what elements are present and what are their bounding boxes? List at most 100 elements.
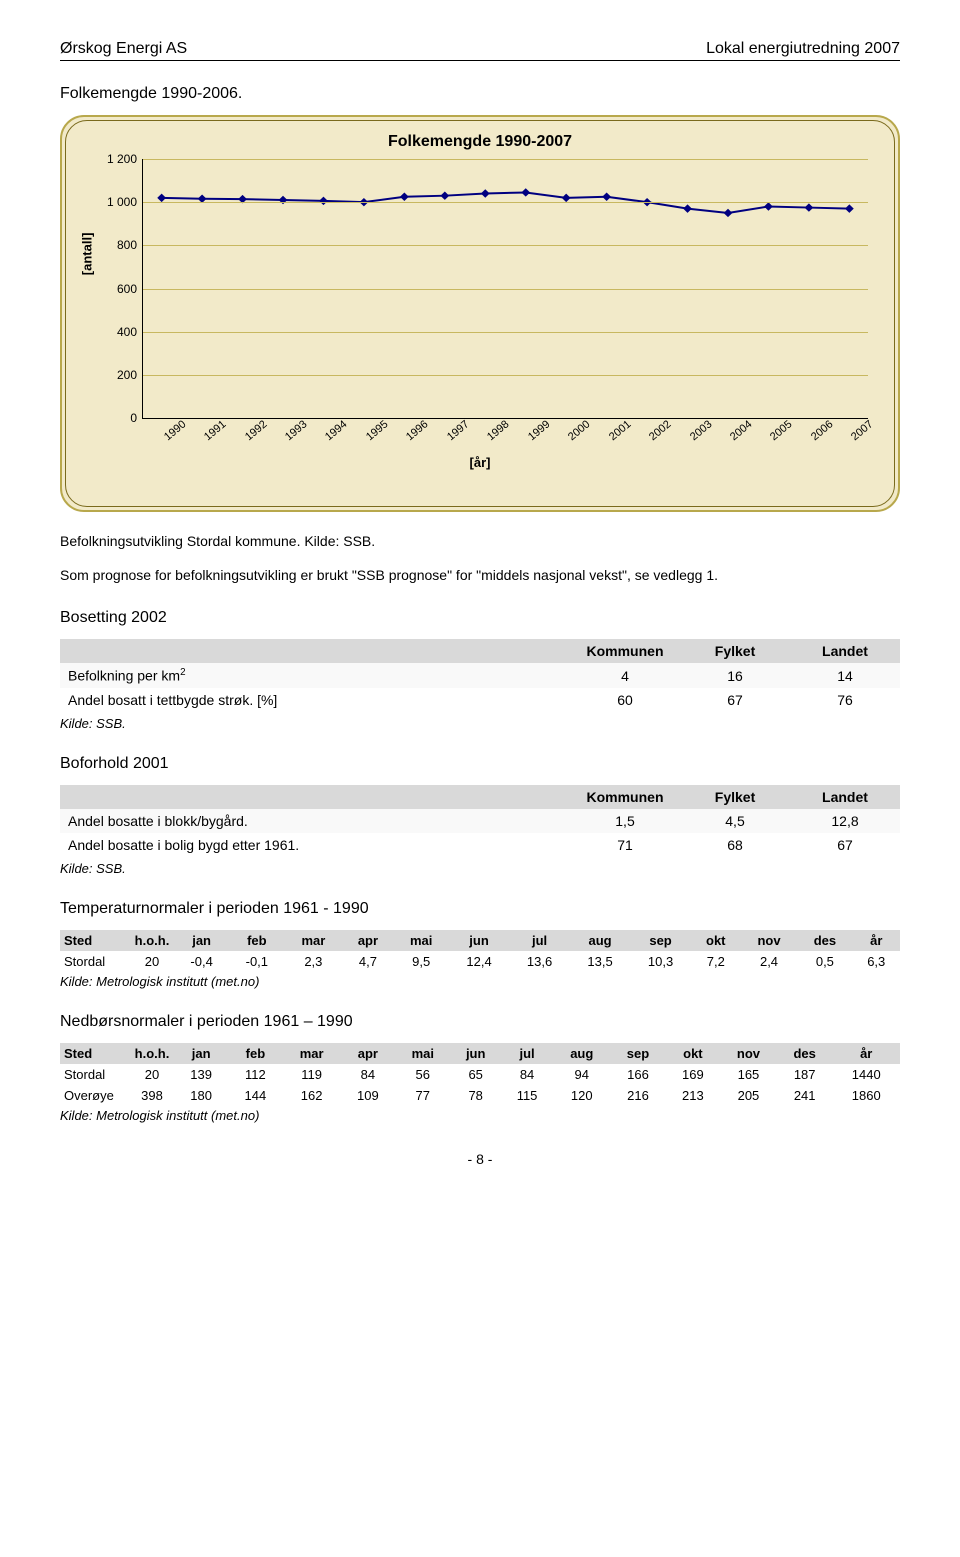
table-cell: 112	[228, 1064, 282, 1085]
table-header: Landet	[790, 785, 900, 809]
source-text: Kilde: Metrologisk institutt (met.no)	[60, 1108, 900, 1123]
table-cell: 12,8	[790, 809, 900, 833]
section-title-boforhold: Boforhold 2001	[60, 755, 900, 773]
table-cell: 67	[790, 833, 900, 857]
table-header: h.o.h.	[130, 930, 174, 951]
table-cell: 1440	[832, 1064, 900, 1085]
table-boforhold: Kommunen Fylket Landet Andel bosatte i b…	[60, 785, 900, 857]
table-header: aug	[553, 1043, 610, 1064]
table-cell: 169	[666, 1064, 720, 1085]
table-cell: 166	[610, 1064, 666, 1085]
page-number: - 8 -	[60, 1151, 900, 1167]
table-cell: 60	[570, 688, 680, 712]
table-cell: 20	[130, 951, 174, 972]
table-header: Kommunen	[570, 785, 680, 809]
table-cell: Overøye	[60, 1085, 130, 1106]
table-header: jul	[509, 930, 570, 951]
section-title-folkemengde: Folkemengde 1990-2006.	[60, 85, 900, 103]
table-cell: 144	[228, 1085, 282, 1106]
x-tick-label: 2007	[849, 418, 875, 443]
table-cell: 6,3	[853, 951, 901, 972]
table-header: aug	[570, 930, 631, 951]
page-header: Ørskog Energi AS Lokal energiutredning 2…	[60, 40, 900, 61]
table-cell: 180	[174, 1085, 228, 1106]
table-header: jun	[449, 930, 510, 951]
table-header: Landet	[790, 639, 900, 663]
section-title-nedbor: Nedbørsnormaler i perioden 1961 – 1990	[60, 1013, 900, 1031]
table-cell: 12,4	[449, 951, 510, 972]
x-tick-label: 1994	[323, 418, 349, 443]
y-tick-label: 1 200	[97, 152, 137, 166]
table-cell: 14	[790, 663, 900, 688]
table-cell: 77	[395, 1085, 451, 1106]
chart-title: Folkemengde 1990-2007	[82, 133, 878, 151]
table-header: des	[797, 930, 852, 951]
table-cell: 10,3	[630, 951, 691, 972]
table-header: år	[853, 930, 901, 951]
table-header: Sted	[60, 1043, 130, 1064]
table-cell: 187	[777, 1064, 833, 1085]
table-cell: 76	[790, 688, 900, 712]
table-header: jun	[451, 1043, 501, 1064]
x-tick-label: 1998	[485, 418, 511, 443]
table-temperatur: Stedh.o.h.janfebmaraprmaijunjulaugsepokt…	[60, 930, 900, 972]
table-bosetting: Kommunen Fylket Landet Befolkning per km…	[60, 639, 900, 712]
table-cell: 213	[666, 1085, 720, 1106]
y-tick-label: 1 000	[97, 195, 137, 209]
header-right: Lokal energiutredning 2007	[706, 40, 900, 58]
table-header: jul	[501, 1043, 554, 1064]
x-tick-label: 1990	[162, 418, 188, 443]
section-title-bosetting: Bosetting 2002	[60, 609, 900, 627]
table-cell: 139	[174, 1064, 228, 1085]
table-cell: 68	[680, 833, 790, 857]
table-header: jan	[174, 1043, 228, 1064]
y-tick-label: 0	[97, 411, 137, 425]
table-header: mai	[395, 1043, 451, 1064]
source-text: Kilde: SSB.	[60, 716, 900, 731]
table-cell: 16	[680, 663, 790, 688]
x-tick-label: 2002	[647, 418, 673, 443]
table-cell: Andel bosatt i tettbygde strøk. [%]	[60, 688, 570, 712]
table-nedbor: Stedh.o.h.janfebmaraprmaijunjulaugsepokt…	[60, 1043, 900, 1106]
y-tick-label: 200	[97, 368, 137, 382]
chart-xlabel: [år]	[82, 455, 878, 470]
table-header: Kommunen	[570, 639, 680, 663]
table-cell: 2,4	[741, 951, 798, 972]
table-cell: 4,7	[342, 951, 393, 972]
table-header: h.o.h.	[130, 1043, 174, 1064]
x-tick-label: 1996	[404, 418, 430, 443]
section-title-temp: Temperaturnormaler i perioden 1961 - 199…	[60, 900, 900, 918]
table-header: feb	[229, 930, 284, 951]
table-cell: 67	[680, 688, 790, 712]
table-cell: 119	[283, 1064, 341, 1085]
table-cell: 1860	[832, 1085, 900, 1106]
x-tick-label: 1991	[202, 418, 228, 443]
table-cell: 216	[610, 1085, 666, 1106]
table-header: des	[777, 1043, 833, 1064]
y-tick-label: 600	[97, 282, 137, 296]
table-header	[60, 785, 570, 809]
table-cell: 13,6	[509, 951, 570, 972]
x-tick-label: 1993	[283, 418, 309, 443]
table-header: Fylket	[680, 639, 790, 663]
table-cell: 1,5	[570, 809, 680, 833]
table-header: apr	[342, 930, 393, 951]
source-text: Kilde: SSB.	[60, 861, 900, 876]
x-tick-label: 2005	[768, 418, 794, 443]
x-tick-label: 2001	[607, 418, 633, 443]
table-cell: 241	[777, 1085, 833, 1106]
table-cell: 4	[570, 663, 680, 688]
table-header	[60, 639, 570, 663]
y-tick-label: 800	[97, 238, 137, 252]
x-tick-label: 2003	[688, 418, 714, 443]
table-cell: 2,3	[284, 951, 342, 972]
table-header: år	[832, 1043, 900, 1064]
x-tick-label: 2006	[809, 418, 835, 443]
table-cell: 71	[570, 833, 680, 857]
table-header: sep	[630, 930, 691, 951]
table-cell: Andel bosatte i blokk/bygård.	[60, 809, 570, 833]
table-cell: 56	[395, 1064, 451, 1085]
x-tick-label: 1999	[526, 418, 552, 443]
x-tick-label: 1995	[364, 418, 390, 443]
prognose-text: Som prognose for befolkningsutvikling er…	[60, 566, 900, 586]
